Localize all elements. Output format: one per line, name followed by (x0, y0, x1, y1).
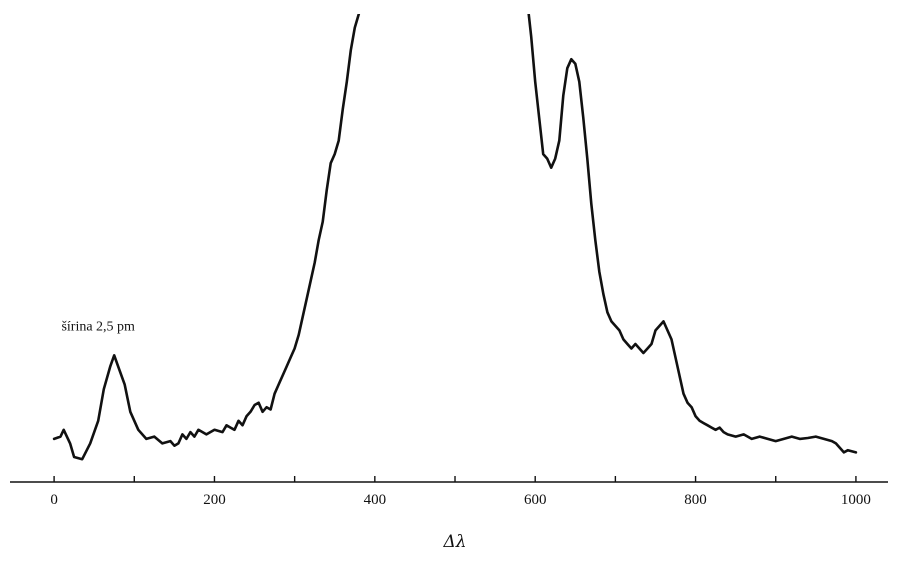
x-axis-ticks (53, 476, 857, 482)
x-tick-label: 0 (50, 492, 58, 508)
x-tick-label: 800 (684, 492, 707, 508)
x-axis-title: Δλ (442, 532, 466, 552)
x-tick-label: 400 (364, 492, 387, 508)
x-axis-tick-labels: 0 200 400 600 800 1000 (50, 492, 871, 508)
spectrum-line (52, 14, 858, 461)
x-tick-label: 600 (524, 492, 547, 508)
x-tick-label: 200 (203, 492, 226, 508)
peak-width-annotation: šírina 2,5 pm (61, 319, 135, 334)
x-tick-label: 1000 (841, 492, 871, 508)
